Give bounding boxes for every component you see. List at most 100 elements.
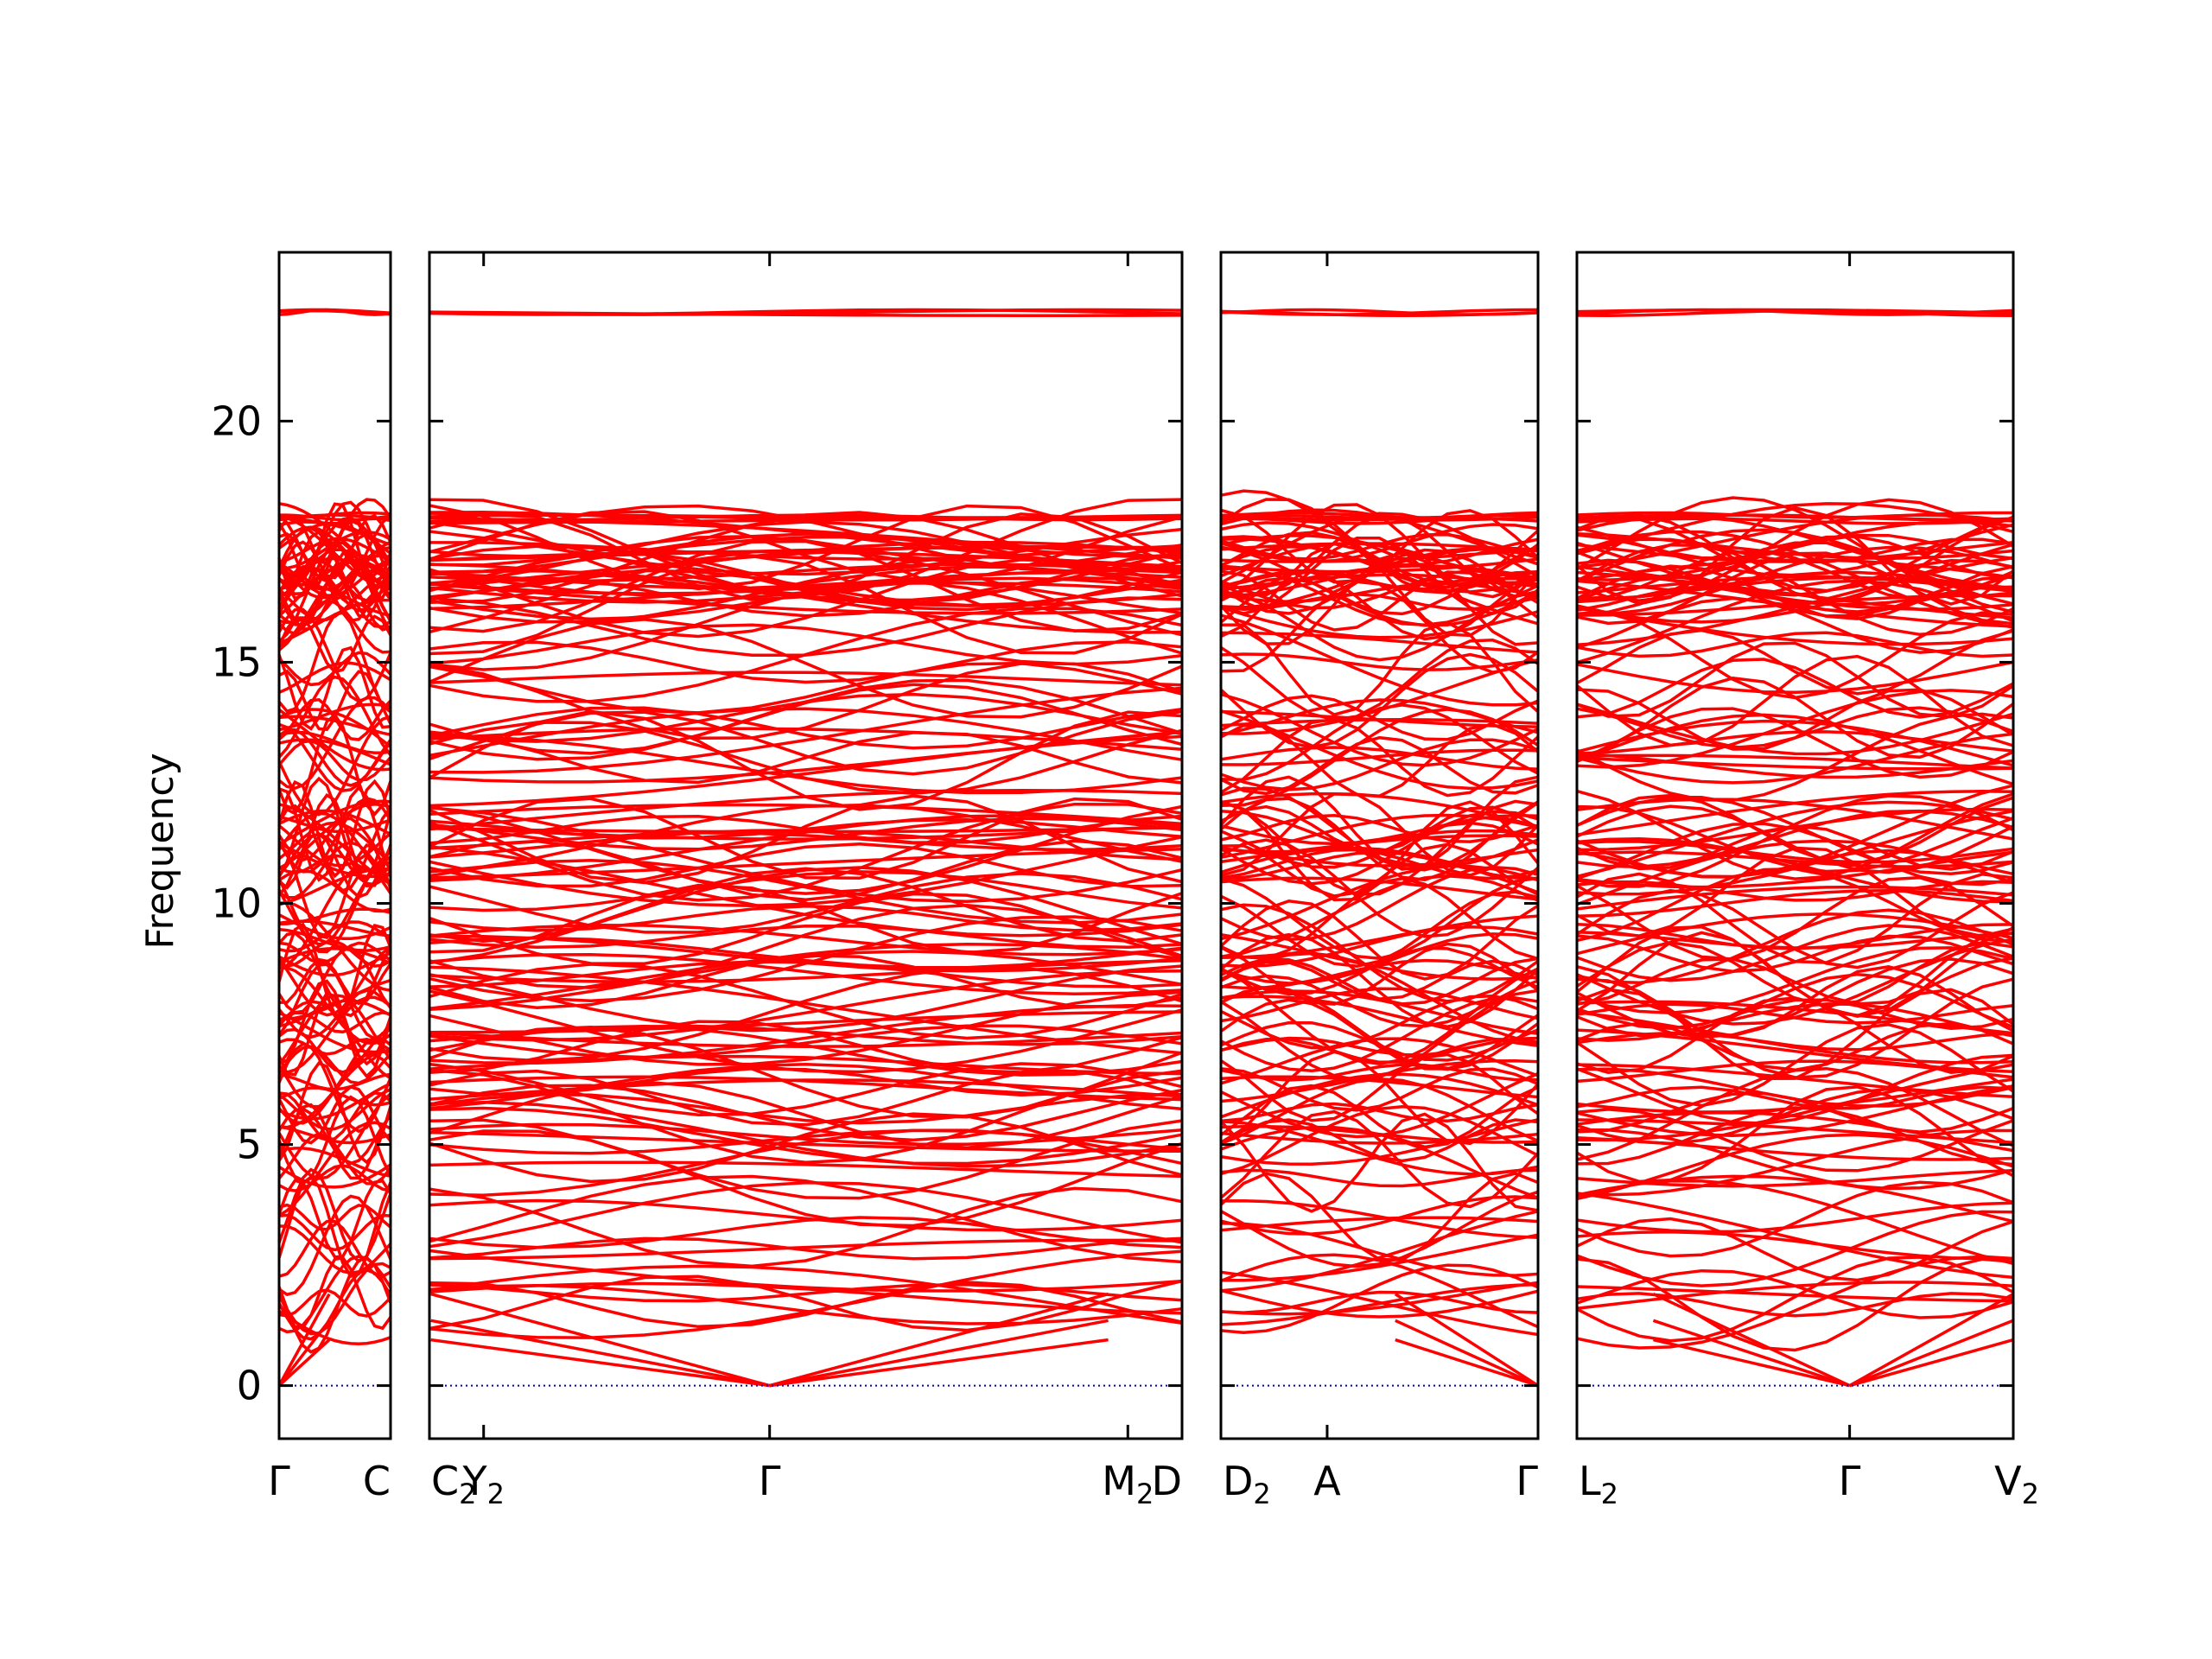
band-line xyxy=(429,847,1183,880)
y-tick-label: 0 xyxy=(237,1363,262,1409)
band-line xyxy=(1220,1077,1539,1146)
band-line xyxy=(1576,1031,2014,1052)
band-line xyxy=(429,640,1183,684)
band-line xyxy=(1576,707,2014,779)
band-line xyxy=(429,709,1183,811)
band-line xyxy=(278,558,391,587)
acoustic-branch xyxy=(430,1292,771,1388)
band-line xyxy=(1219,1109,1540,1209)
band-line xyxy=(277,994,392,1065)
x-tick-label: V2 xyxy=(1994,1458,2039,1510)
panel-frames xyxy=(277,251,2015,1440)
band-line xyxy=(1220,1052,1539,1122)
band-line xyxy=(1576,846,2014,938)
band-line xyxy=(1220,1198,1539,1239)
band-line xyxy=(1220,1190,1539,1268)
band-line xyxy=(1576,850,2014,868)
band-line xyxy=(1220,717,1540,798)
band-line xyxy=(1576,558,2014,597)
band-line xyxy=(1576,1063,2014,1099)
band-line xyxy=(277,1088,391,1131)
band-line xyxy=(277,599,391,654)
band-line xyxy=(1220,1195,1539,1236)
band-line xyxy=(277,1103,392,1180)
band-line xyxy=(429,1024,1183,1059)
band-line xyxy=(1220,703,1539,782)
band-line xyxy=(1220,722,1540,798)
band-line xyxy=(1220,876,1539,901)
band-line xyxy=(429,935,1183,973)
band-line xyxy=(278,669,392,732)
band-line xyxy=(429,1129,1183,1228)
band-line xyxy=(429,839,1183,901)
band-line xyxy=(429,1180,1183,1249)
band-line xyxy=(1576,537,2014,564)
band-line xyxy=(429,858,1183,925)
band-line xyxy=(278,799,391,846)
band-line xyxy=(1576,1133,2014,1201)
band-line xyxy=(429,1249,1183,1339)
acoustic-branch xyxy=(769,1319,1109,1388)
band-line xyxy=(429,563,1183,582)
band-line xyxy=(1219,652,1540,749)
band-line xyxy=(429,950,1183,1012)
band-line xyxy=(1220,1281,1539,1316)
band-line xyxy=(277,1084,392,1145)
band-line xyxy=(1220,925,1539,969)
band-line xyxy=(429,1283,1183,1303)
band-line xyxy=(429,990,1183,1066)
band-line xyxy=(429,1080,1183,1150)
band-line xyxy=(278,1082,391,1121)
acoustic-branch xyxy=(1652,1319,1851,1388)
band-line xyxy=(429,661,1183,715)
y-tick-label: 5 xyxy=(237,1122,262,1168)
band-line xyxy=(278,1309,391,1345)
band-line xyxy=(278,927,391,952)
band-line xyxy=(1220,942,1540,1006)
band-line xyxy=(1220,1124,1539,1144)
band-line xyxy=(429,1062,1183,1117)
band-line xyxy=(429,804,1183,874)
acoustic-branch xyxy=(1849,1338,2014,1388)
band-line xyxy=(429,870,1183,912)
band-line xyxy=(1220,1037,1539,1085)
band-line xyxy=(1220,748,1539,766)
band-line xyxy=(278,708,392,748)
band-line xyxy=(1220,569,1539,610)
acoustic-branch xyxy=(430,1338,770,1388)
band-line xyxy=(1220,639,1539,721)
band-line xyxy=(1220,1222,1539,1277)
band-line xyxy=(1220,957,1539,1006)
band-line xyxy=(277,931,392,1018)
band-line xyxy=(1220,589,1539,662)
band-line xyxy=(1220,958,1539,990)
band-line xyxy=(1220,1020,1539,1062)
band-line xyxy=(1576,1210,2014,1287)
band-line xyxy=(429,1198,1183,1232)
band-line xyxy=(1576,523,2014,577)
band-line xyxy=(429,678,1183,761)
band-line xyxy=(1576,1135,2014,1161)
band-line xyxy=(1576,660,2014,695)
band-line xyxy=(1576,641,2014,719)
y-tick-label: 10 xyxy=(211,880,262,926)
band-line xyxy=(1576,530,2014,629)
band-line xyxy=(278,1147,391,1178)
band-line xyxy=(429,1216,1183,1249)
y-tick-label: 15 xyxy=(211,639,262,685)
band-line xyxy=(429,797,1183,880)
band-line xyxy=(429,1054,1183,1076)
band-line xyxy=(429,1025,1183,1077)
acoustic-branch xyxy=(277,1293,331,1387)
acoustic-branch xyxy=(277,1319,331,1387)
band-line xyxy=(1220,838,1540,938)
band-line xyxy=(1576,1257,2014,1352)
band-line xyxy=(1576,628,2014,696)
band-line xyxy=(1576,793,2014,865)
band-line xyxy=(1219,797,1539,881)
band-line xyxy=(1576,550,2014,601)
band-line xyxy=(277,792,392,890)
band-line xyxy=(1575,505,2015,606)
band-line xyxy=(1576,1285,2014,1303)
